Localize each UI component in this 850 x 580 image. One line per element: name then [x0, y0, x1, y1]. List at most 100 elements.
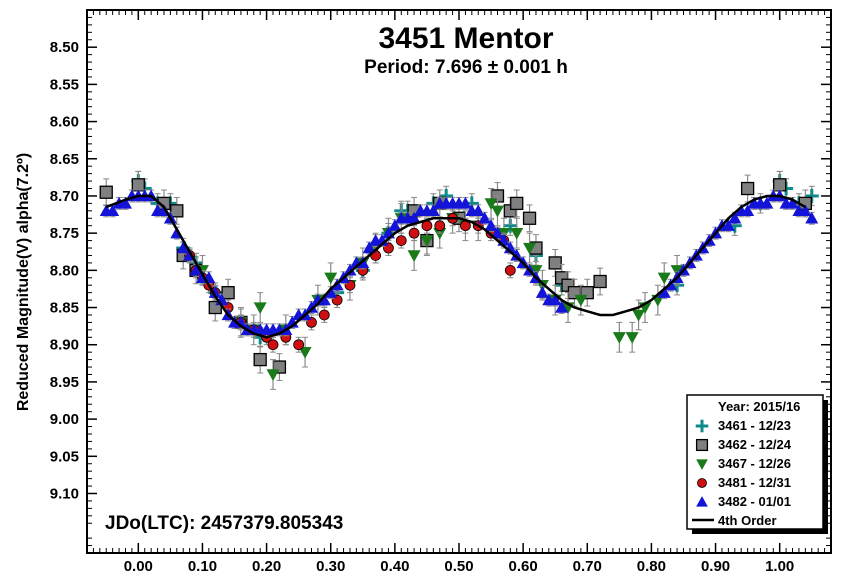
data-point [426, 204, 440, 217]
data-point [670, 265, 684, 277]
x-tick-label: 0.00 [124, 558, 153, 575]
data-point [458, 196, 472, 209]
data-point [318, 309, 330, 321]
data-point [535, 286, 549, 298]
data-point [395, 235, 407, 246]
data-point [548, 256, 562, 270]
data-point [420, 235, 434, 248]
y-tick-label: 8.65 [50, 151, 79, 168]
data-point [798, 204, 812, 217]
y-tick-label: 8.90 [50, 337, 79, 354]
data-point [484, 219, 498, 231]
data-point [266, 369, 280, 381]
data-point [625, 332, 639, 344]
legend-fit-label: 4th Order [718, 513, 777, 528]
legend-label: 3482 - 01/01 [718, 494, 791, 509]
legend-marker [697, 478, 707, 488]
legend-marker [695, 438, 709, 452]
data-point [657, 272, 671, 285]
data-point [293, 339, 305, 351]
data-point [510, 196, 524, 211]
legend: Year: 2015/16 3461 - 12/23 3462 - 12/24 34… [686, 394, 828, 534]
data-point [786, 196, 800, 209]
data-point [548, 293, 562, 306]
x-tick-label: 1.00 [765, 558, 794, 575]
data-point [490, 226, 504, 239]
y-tick-label: 8.95 [50, 374, 79, 391]
y-tick-label: 8.75 [50, 225, 79, 242]
data-point [741, 204, 755, 217]
data-point [253, 352, 267, 367]
data-point [612, 332, 626, 344]
data-point [221, 286, 235, 300]
data-point [433, 227, 447, 240]
data-point [574, 294, 588, 307]
fit-curve [105, 194, 806, 339]
data-point [324, 286, 338, 298]
x-tick-label: 0.80 [637, 558, 666, 575]
data-point [106, 204, 120, 217]
y-tick-label: 8.85 [50, 300, 79, 317]
data-point [471, 204, 485, 217]
data-point [522, 211, 537, 225]
data-point [721, 219, 735, 231]
data-point [343, 263, 357, 276]
y-tick-label: 9.05 [50, 448, 79, 465]
data-point [99, 185, 113, 199]
data-point [484, 198, 498, 210]
y-tick-label: 9.10 [50, 485, 79, 502]
x-tick-label: 0.20 [252, 558, 281, 575]
data-point [176, 241, 190, 254]
data-point [118, 196, 132, 209]
data-point [593, 274, 607, 289]
data-point [407, 250, 421, 262]
data-point [298, 346, 312, 359]
data-point [131, 178, 145, 192]
data-point [740, 181, 755, 196]
data-point [317, 293, 331, 306]
y-tick-label: 8.70 [50, 188, 79, 205]
data-point [304, 301, 318, 313]
data-point [478, 211, 492, 224]
legend-marker [696, 496, 708, 507]
data-point [253, 302, 267, 315]
y-axis-title: Reduced Magnitude(V) alpha(7.2º) [15, 153, 32, 411]
legend-label: 3462 - 12/24 [718, 437, 792, 452]
data-point [523, 242, 537, 255]
data-point [434, 220, 446, 232]
y-tick-label: 8.80 [50, 262, 79, 279]
legend-label: 3461 - 12/23 [718, 418, 791, 433]
data-point [208, 286, 222, 298]
data-point [490, 205, 504, 218]
data-layer [99, 170, 819, 390]
legend-title: Year: 2015/16 [718, 399, 800, 414]
legend-box [686, 394, 824, 530]
data-point [408, 227, 420, 239]
x-tick-label: 0.10 [188, 558, 217, 575]
legend-label: 3467 - 12/26 [718, 456, 791, 471]
jd-annotation: JDo(LTC): 2457379.805343 [105, 513, 343, 534]
chart-subtitle: Period: 7.696 ± 0.001 h [364, 57, 568, 78]
data-point [773, 178, 787, 192]
y-tick-label: 9.00 [50, 411, 79, 428]
data-point [728, 211, 742, 224]
data-point [805, 211, 819, 224]
x-tick-label: 0.40 [380, 558, 409, 575]
y-tick-label: 8.55 [50, 76, 79, 93]
x-tick-label: 0.70 [573, 558, 602, 575]
data-point [170, 204, 184, 218]
legend-label: 3481 - 12/31 [718, 475, 791, 490]
data-point [555, 301, 569, 313]
data-point [362, 241, 376, 254]
legend-marker [696, 459, 708, 470]
x-tick-label: 0.30 [316, 558, 345, 575]
data-point [632, 309, 646, 322]
x-tick-label: 0.50 [444, 558, 473, 575]
y-tick-label: 8.60 [50, 114, 79, 131]
data-point [267, 339, 279, 351]
x-tick-label: 0.60 [509, 558, 538, 575]
data-point [510, 227, 524, 240]
data-point [189, 263, 203, 276]
data-point [760, 196, 774, 209]
